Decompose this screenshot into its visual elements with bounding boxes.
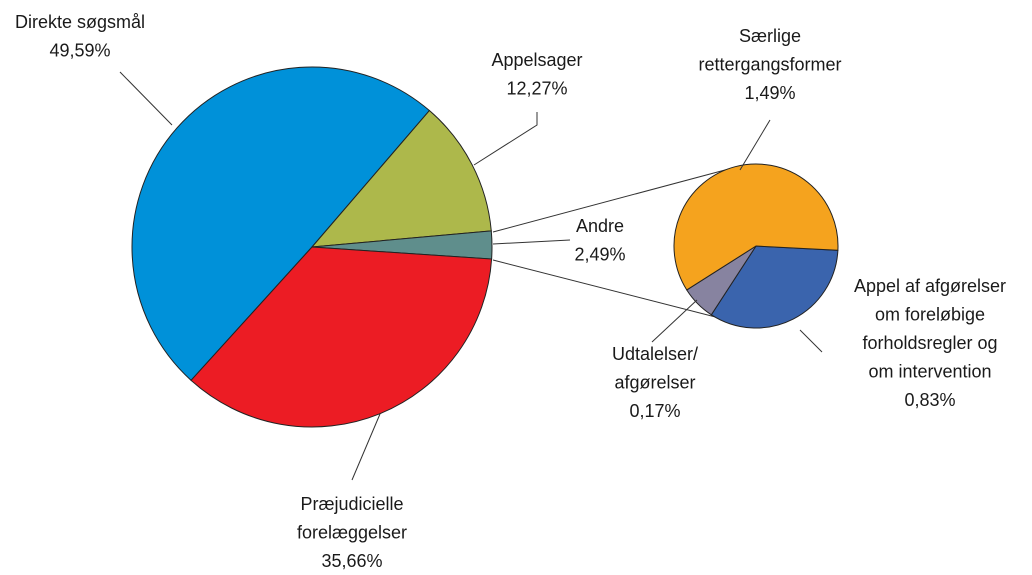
label-line: Appelsager	[491, 50, 582, 70]
label-line: Direkte søgsmål	[15, 12, 145, 32]
slice-label: Præjudicielle forelæggelser	[297, 494, 407, 543]
value-label: 0,83%	[904, 390, 955, 410]
slice-label: Andre	[576, 216, 624, 236]
connector	[492, 165, 741, 233]
slice-label: Udtalelser/afgørelser	[612, 344, 698, 393]
leader-line	[799, 329, 823, 353]
slice-label: Direkte søgsmål	[15, 12, 145, 32]
slice-label: Særlige rettergangsformer	[698, 26, 841, 75]
leader-line	[492, 239, 571, 245]
value-label: 49,59%	[49, 41, 110, 61]
slice-label: Appel af afgørelser om foreløbige forholds…	[854, 276, 1006, 382]
label-line: forelæggelser	[297, 523, 407, 543]
value-label: 0,17%	[629, 401, 680, 421]
pie-slice	[190, 246, 493, 428]
value-label: 35,66%	[321, 551, 382, 571]
label-line: forholdsregler og	[862, 333, 997, 353]
leader-line	[739, 119, 771, 171]
leader-line	[651, 299, 698, 343]
pie-slice	[131, 66, 431, 382]
value-label: 12,27%	[506, 79, 567, 99]
label-line: Appel af afgørelser	[854, 276, 1006, 296]
label-line: Præjudicielle	[300, 494, 403, 514]
value-label: 1,49%	[744, 83, 795, 103]
connector	[492, 259, 736, 323]
pie-slice	[310, 109, 492, 248]
label-line: om intervention	[868, 362, 991, 382]
leader-line	[473, 112, 538, 166]
pie-slice	[673, 163, 839, 291]
leader-line	[351, 413, 381, 481]
value-label: 2,49%	[574, 245, 625, 265]
label-line: afgørelser	[614, 373, 695, 393]
slice-label: Appelsager	[491, 50, 582, 70]
leader-line	[119, 71, 173, 126]
label-line: Særlige	[739, 26, 801, 46]
label-line: om foreløbige	[875, 305, 985, 325]
label-line: Udtalelser/	[612, 344, 698, 364]
label-line: rettergangsformer	[698, 55, 841, 75]
label-line: Andre	[576, 216, 624, 236]
